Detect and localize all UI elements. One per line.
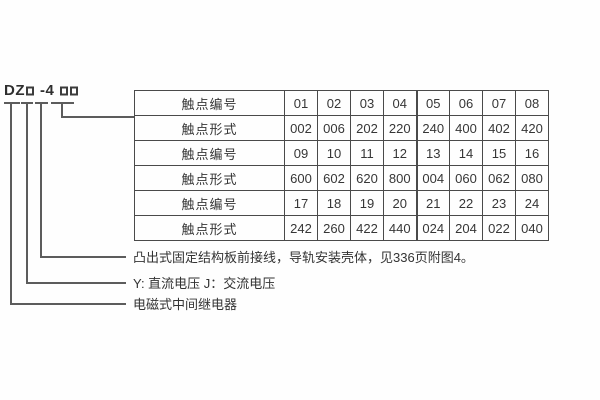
annotation-voltage: Y: 直流电压 J：交流电压 xyxy=(133,276,276,291)
value-cell: 07 xyxy=(482,90,516,116)
value-cell: 800 xyxy=(383,165,417,191)
row-label-cell: 触点编号 xyxy=(134,190,285,216)
value-cell: 24 xyxy=(515,190,549,216)
value-cell: 620 xyxy=(350,165,384,191)
value-cell: 400 xyxy=(449,115,483,141)
leader-horizontal-mounting xyxy=(40,256,126,258)
row-label-cell: 触点编号 xyxy=(134,90,285,116)
table-row: 触点形式 600 602 620 800 004 060 062 080 xyxy=(134,165,549,191)
leader-vertical-relay-type xyxy=(10,102,12,305)
value-cell: 10 xyxy=(317,140,351,166)
model-underline-prefix xyxy=(4,102,20,104)
value-cell: 17 xyxy=(284,190,318,216)
value-cell: 060 xyxy=(449,165,483,191)
placeholder-box-icon xyxy=(26,86,34,96)
value-cell: 01 xyxy=(284,90,318,116)
table-row: 触点形式 242 260 422 440 024 204 022 040 xyxy=(134,215,549,241)
placeholder-box-icon xyxy=(70,86,79,96)
value-cell: 08 xyxy=(515,90,549,116)
value-cell: 402 xyxy=(482,115,516,141)
value-cell: 13 xyxy=(415,140,450,166)
value-cell: 22 xyxy=(449,190,483,216)
value-cell: 002 xyxy=(284,115,318,141)
value-cell: 006 xyxy=(317,115,351,141)
value-cell: 19 xyxy=(350,190,384,216)
model-series: -4 xyxy=(40,82,55,99)
leader-horizontal-relay-type xyxy=(10,303,126,305)
leader-horizontal-contact-table xyxy=(61,116,135,118)
value-cell: 06 xyxy=(449,90,483,116)
model-code: DZ -4 xyxy=(4,82,79,100)
value-cell: 062 xyxy=(482,165,516,191)
value-cell: 600 xyxy=(284,165,318,191)
leader-vertical-mounting xyxy=(40,102,42,258)
value-cell: 11 xyxy=(350,140,384,166)
value-cell: 004 xyxy=(415,165,450,191)
row-label-cell: 触点编号 xyxy=(134,140,285,166)
leader-vertical-contact-table xyxy=(61,102,63,118)
placeholder-box-icon xyxy=(60,86,69,96)
value-cell: 240 xyxy=(415,115,450,141)
value-cell: 204 xyxy=(449,215,483,241)
leader-horizontal-voltage xyxy=(26,282,126,284)
value-cell: 09 xyxy=(284,140,318,166)
value-cell: 14 xyxy=(449,140,483,166)
value-cell: 040 xyxy=(515,215,549,241)
value-cell: 04 xyxy=(383,90,417,116)
value-cell: 202 xyxy=(350,115,384,141)
value-cell: 16 xyxy=(515,140,549,166)
value-cell: 422 xyxy=(350,215,384,241)
table-row: 触点编号 09 10 11 12 13 14 15 16 xyxy=(134,140,549,166)
value-cell: 420 xyxy=(515,115,549,141)
value-cell: 15 xyxy=(482,140,516,166)
value-cell: 23 xyxy=(482,190,516,216)
model-prefix: DZ xyxy=(4,82,25,99)
value-cell: 260 xyxy=(317,215,351,241)
value-cell: 03 xyxy=(350,90,384,116)
value-cell: 05 xyxy=(415,90,450,116)
contact-code-table: 触点编号 01 02 03 04 05 06 07 08 触点形式 002 00… xyxy=(134,90,549,241)
annotation-relay-type: 电磁式中间继电器 xyxy=(133,297,238,312)
value-cell: 12 xyxy=(383,140,417,166)
value-cell: 220 xyxy=(383,115,417,141)
value-cell: 242 xyxy=(284,215,318,241)
leader-vertical-voltage xyxy=(26,102,28,284)
value-cell: 02 xyxy=(317,90,351,116)
value-cell: 18 xyxy=(317,190,351,216)
row-label-cell: 触点形式 xyxy=(134,215,285,241)
value-cell: 440 xyxy=(383,215,417,241)
value-cell: 602 xyxy=(317,165,351,191)
annotation-mounting: 凸出式固定结构板前接线，导轨安装壳体，见336页附图4。 xyxy=(133,250,474,265)
value-cell: 21 xyxy=(415,190,450,216)
table-row: 触点形式 002 006 202 220 240 400 402 420 xyxy=(134,115,549,141)
table-row: 触点编号 17 18 19 20 21 22 23 24 xyxy=(134,190,549,216)
value-cell: 080 xyxy=(515,165,549,191)
value-cell: 024 xyxy=(415,215,450,241)
row-label-cell: 触点形式 xyxy=(134,165,285,191)
value-cell: 20 xyxy=(383,190,417,216)
table-row: 触点编号 01 02 03 04 05 06 07 08 xyxy=(134,90,549,116)
value-cell: 022 xyxy=(482,215,516,241)
row-label-cell: 触点形式 xyxy=(134,115,285,141)
